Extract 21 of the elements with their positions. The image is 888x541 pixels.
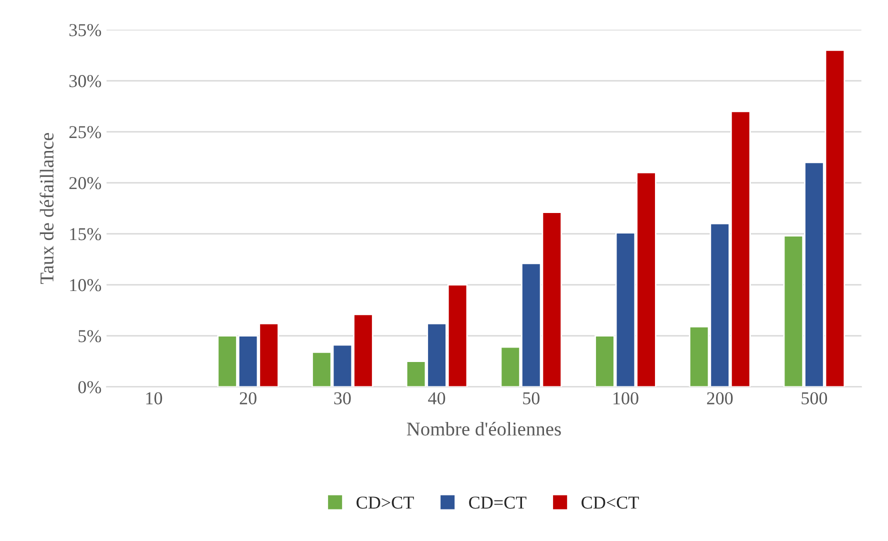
x-tick-label: 100 bbox=[614, 392, 638, 404]
y-tick-label: 0% bbox=[78, 381, 102, 394]
x-tick-label: 10 bbox=[146, 392, 162, 404]
legend-label: CD>CT bbox=[356, 496, 414, 509]
x-tick-label: 20 bbox=[240, 392, 256, 404]
y-tick-label: 35% bbox=[69, 24, 102, 36]
y-axis-title: Taux de défaillance bbox=[40, 132, 54, 284]
x-tick-label: 40 bbox=[428, 392, 446, 404]
x-tick-label: 30 bbox=[334, 392, 351, 404]
x-tick-label: 200 bbox=[707, 392, 733, 404]
legend-label: CD<CT bbox=[582, 496, 639, 509]
x-tick-label: 500 bbox=[802, 392, 828, 404]
y-tick-label: 25% bbox=[69, 126, 102, 138]
x-axis-title: Nombre d'éoliennes bbox=[406, 422, 561, 436]
y-tick-label: 10% bbox=[70, 279, 102, 292]
y-tick-label: 30% bbox=[69, 75, 102, 88]
y-tick-label: 5% bbox=[78, 330, 102, 342]
y-tick-label: 20% bbox=[69, 177, 102, 190]
y-tick-label: 15% bbox=[70, 228, 102, 240]
x-tick-label: 50 bbox=[523, 392, 540, 404]
legend-label: CD=CT bbox=[469, 496, 526, 509]
